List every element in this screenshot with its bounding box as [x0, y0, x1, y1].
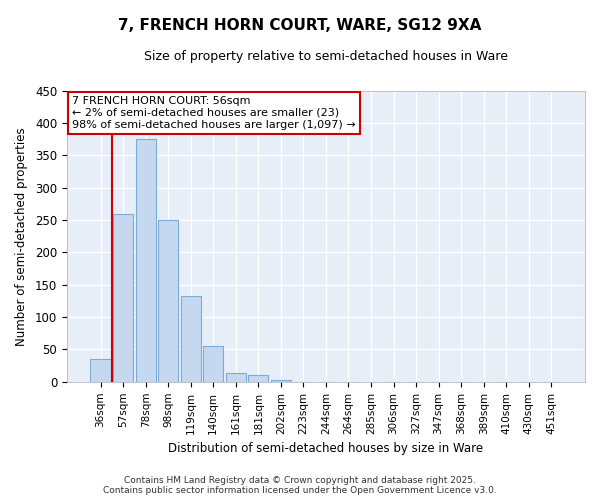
Bar — [136, 139, 156, 382]
Bar — [91, 359, 111, 382]
Text: 7 FRENCH HORN COURT: 56sqm
← 2% of semi-detached houses are smaller (23)
98% of : 7 FRENCH HORN COURT: 56sqm ← 2% of semi-… — [72, 96, 356, 130]
Bar — [203, 346, 223, 382]
Bar — [248, 376, 268, 382]
Title: Size of property relative to semi-detached houses in Ware: Size of property relative to semi-detach… — [144, 50, 508, 63]
Bar — [113, 214, 133, 382]
Bar — [271, 380, 291, 382]
Text: 7, FRENCH HORN COURT, WARE, SG12 9XA: 7, FRENCH HORN COURT, WARE, SG12 9XA — [118, 18, 482, 32]
Bar — [181, 296, 201, 382]
Bar — [226, 373, 246, 382]
Y-axis label: Number of semi-detached properties: Number of semi-detached properties — [15, 127, 28, 346]
Bar — [158, 220, 178, 382]
X-axis label: Distribution of semi-detached houses by size in Ware: Distribution of semi-detached houses by … — [169, 442, 484, 455]
Text: Contains HM Land Registry data © Crown copyright and database right 2025.
Contai: Contains HM Land Registry data © Crown c… — [103, 476, 497, 495]
